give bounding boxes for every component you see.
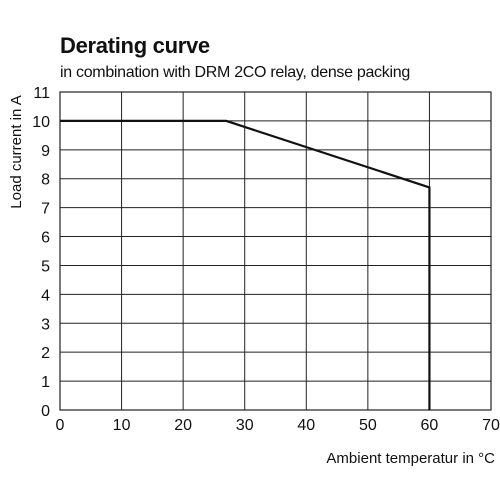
x-tick-label: 60 [421,417,439,434]
y-tick-label: 2 [41,345,50,362]
y-tick-label: 10 [32,114,50,131]
x-tick-label: 10 [113,417,131,434]
y-tick-label: 1 [41,374,50,391]
y-tick-label: 9 [41,143,50,160]
x-tick-label: 30 [236,417,254,434]
y-tick-label: 0 [41,403,50,420]
y-tick-label: 5 [41,258,50,275]
plot-area-border [59,91,492,411]
x-axis-label: Ambient temperatur in °C [326,450,495,467]
y-tick-label: 6 [41,230,50,247]
x-tick-label: 20 [174,417,192,434]
chart-subtitle: in combination with DRM 2CO relay, dense… [60,64,410,81]
y-tick-label: 8 [41,172,50,189]
y-tick-label: 11 [33,85,50,102]
x-tick-label: 50 [359,417,377,434]
y-tick-label: 4 [41,287,50,304]
chart-title: Derating curve [60,33,210,58]
x-tick-label: 40 [297,417,315,434]
y-tick-label: 7 [41,201,50,218]
x-tick-label: 70 [482,417,500,434]
y-axis-label: Load current in A [8,95,25,208]
derating-curve-line [60,119,431,410]
x-tick-label: 0 [56,417,65,434]
y-tick-label: 3 [41,316,50,333]
